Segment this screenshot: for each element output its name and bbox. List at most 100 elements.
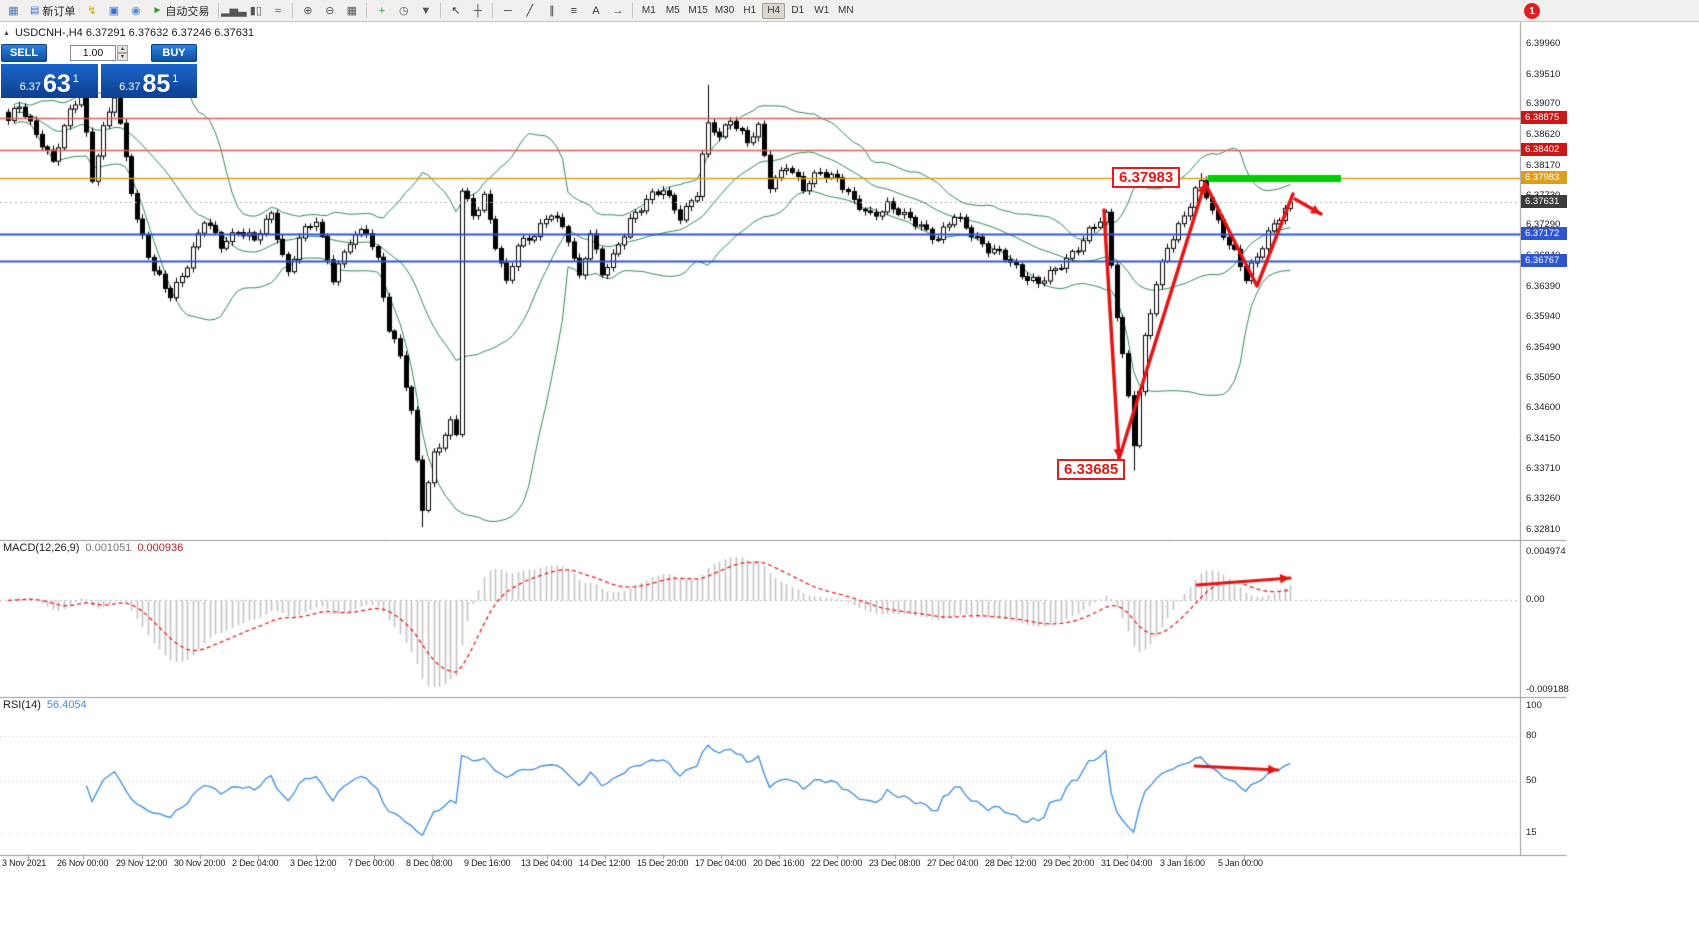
time-label: 15 Dec 20:00 [637, 858, 689, 868]
time-label: 14 Dec 12:00 [579, 858, 631, 868]
rsi-value: 56.4054 [46, 699, 87, 711]
template-icon[interactable]: ▼ [420, 4, 432, 17]
info-icon[interactable]: ◉ [131, 5, 141, 17]
time-label: 3 Nov 2021 [2, 858, 47, 868]
fibonacci-tool-icon[interactable]: ≡ [570, 4, 578, 17]
macd-value: 0.001051 [85, 542, 132, 554]
auto-trading-button-label: 自动交易 [165, 5, 210, 18]
price-tag: 6.36767 [1521, 254, 1567, 268]
timeframe-button-m30[interactable]: M30 [714, 5, 735, 16]
new-order-button-label: 新订单 [42, 5, 76, 18]
sell-price-prefix: 6.37 [19, 81, 41, 93]
auto-trading-button[interactable]: ► 自动交易 [147, 2, 214, 20]
timeframe-button-d1[interactable]: D1 [791, 5, 805, 16]
sell-price-big: 63 [42, 70, 71, 98]
time-label: 20 Dec 16:00 [753, 858, 805, 868]
price-axis-label: 6.39960 [1526, 38, 1561, 49]
rsi-axis-label: 15 [1526, 827, 1537, 839]
price-axis-label: 6.32810 [1526, 524, 1561, 535]
timeframe-button-m1[interactable]: M1 [641, 5, 656, 16]
macd-axis-label: 0.00 [1526, 594, 1545, 606]
rsi-indicator-header: RSI(14) 56.4054 [3, 699, 87, 711]
toolbar-separator [632, 3, 634, 18]
timeframe-button-w1[interactable]: W1 [814, 5, 830, 16]
trendline-tool-icon[interactable]: ╱ [526, 5, 534, 17]
price-axis-label: 6.39070 [1526, 98, 1561, 110]
volume-spinner: ▴ ▾ [117, 44, 128, 61]
zoom-out-icon[interactable]: ⊖ [325, 5, 335, 17]
one-click-trading-panel: SELL ▴ ▾ BUY 6.37 63 1 6.37 85 1 [1, 43, 197, 98]
timeframe-button-mn[interactable]: MN [837, 5, 854, 16]
time-label: 27 Dec 04:00 [927, 858, 979, 868]
timeframe-button-h4[interactable]: H4 [762, 2, 786, 19]
price-tag: 6.38402 [1521, 142, 1567, 156]
timeframe-button-m15[interactable]: M15 [688, 5, 708, 16]
price-axis-label: 6.35050 [1526, 371, 1561, 383]
chart-ohlc-text: USDCNH-,H4 6.37291 6.37632 6.37246 6.376… [14, 27, 255, 39]
collapse-panel-icon[interactable]: ▲ [3, 29, 10, 37]
time-label: 31 Dec 04:00 [1101, 858, 1153, 868]
notification-badge[interactable]: 1 [1524, 3, 1540, 19]
timeframe-button-h1[interactable]: H1 [743, 5, 757, 16]
bar-chart-icon[interactable]: ▂▅▃ [221, 5, 247, 17]
new-chart-icon[interactable]: ▦ [8, 5, 19, 17]
sell-price-button[interactable]: 6.37 63 1 [1, 64, 98, 98]
time-label: 26 Nov 00:00 [57, 858, 109, 868]
rsi-name: RSI(14) [3, 699, 41, 711]
buy-price-prefix: 6.37 [119, 81, 141, 93]
candlestick-chart-icon[interactable]: ▮▯ [249, 5, 262, 17]
time-label: 9 Dec 16:00 [464, 858, 511, 868]
price-axis-label: 6.35490 [1526, 341, 1561, 353]
price-axis-label: 6.35940 [1526, 311, 1561, 323]
buy-button[interactable]: BUY [151, 43, 197, 62]
crosshair-icon[interactable]: ┼ [473, 4, 482, 17]
arrow-tool-icon[interactable]: → [612, 4, 624, 17]
cursor-icon[interactable]: ↖ [451, 5, 461, 17]
price-tag: 6.37631 [1521, 195, 1567, 209]
rsi-axis-label: 80 [1526, 729, 1537, 741]
auto-trading-button-icon: ► [152, 5, 163, 16]
price-axis-label: 6.34150 [1526, 432, 1561, 444]
period-icon[interactable]: ◷ [399, 5, 409, 17]
toolbar-separator [292, 3, 294, 18]
price-tag: 6.37172 [1521, 226, 1567, 240]
new-order-button-icon: ▤ [30, 5, 40, 16]
time-label: 17 Dec 04:00 [695, 858, 747, 868]
time-label: 22 Dec 00:00 [811, 858, 863, 868]
new-order-button[interactable]: ▤ 新订单 [25, 2, 80, 20]
price-axis-label: 6.36390 [1526, 280, 1561, 292]
buy-price-pip: 1 [172, 73, 179, 85]
text-tool-icon[interactable]: A [592, 4, 600, 17]
volume-area: ▴ ▾ [47, 44, 151, 61]
channel-tool-icon[interactable]: ∥ [549, 5, 555, 17]
time-label: 29 Dec 20:00 [1043, 858, 1095, 868]
buy-price-button[interactable]: 6.37 85 1 [100, 64, 197, 98]
volume-increase-button[interactable]: ▴ [117, 44, 128, 53]
annotation-price-high[interactable]: 6.37983 [1112, 167, 1181, 188]
macd-axis-label: 0.004974 [1526, 546, 1566, 557]
hline-tool-icon[interactable]: ─ [503, 4, 512, 17]
chart-ohlc-header: ▲ USDCNH-,H4 6.37291 6.37632 6.37246 6.3… [3, 27, 254, 39]
rsi-axis-label: 100 [1526, 700, 1542, 711]
price-axis-label: 6.39510 [1526, 68, 1561, 80]
add-indicator-icon[interactable]: + [378, 4, 386, 17]
time-label: 5 Jan 00:00 [1218, 858, 1263, 868]
time-label: 23 Dec 08:00 [869, 858, 921, 868]
quick-trade-icon[interactable]: ↯ [87, 5, 97, 17]
profiles-icon[interactable]: ▣ [108, 5, 120, 17]
zoom-in-icon[interactable]: ⊕ [303, 5, 313, 17]
volume-decrease-button[interactable]: ▾ [117, 52, 128, 61]
price-axis-label: 6.33260 [1526, 493, 1561, 505]
time-label: 3 Dec 12:00 [290, 858, 337, 868]
tile-windows-icon[interactable]: ▦ [346, 5, 358, 17]
annotation-price-low[interactable]: 6.33685 [1057, 459, 1126, 480]
buy-price-big: 85 [142, 70, 171, 98]
sell-button[interactable]: SELL [1, 43, 47, 62]
volume-input[interactable] [70, 44, 116, 61]
macd-indicator-header: MACD(12,26,9) 0.001051 0.000936 [3, 542, 183, 554]
macd-signal-value: 0.000936 [137, 542, 184, 554]
timeframe-button-m5[interactable]: M5 [665, 5, 680, 16]
line-chart-icon[interactable]: ≈ [274, 4, 281, 17]
